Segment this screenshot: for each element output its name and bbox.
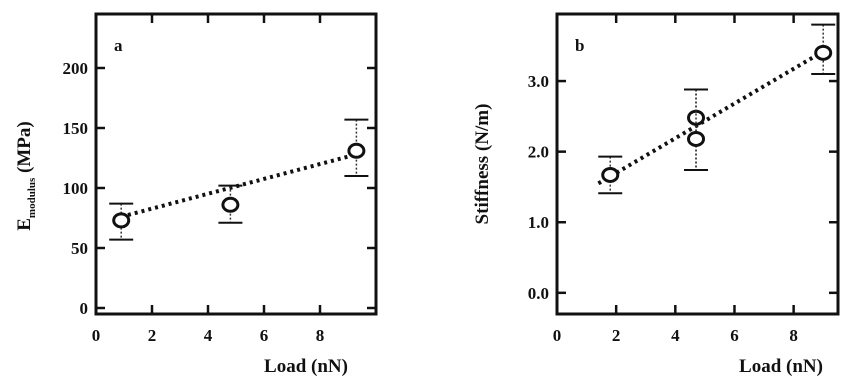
y-axis-title-main: E (14, 218, 35, 231)
data-point (112, 212, 131, 229)
data-point (347, 142, 366, 159)
x-tick-label: 8 (316, 326, 325, 345)
y-tick-label: 50 (71, 239, 88, 258)
panel-letter: a (114, 36, 123, 55)
y-tick-label: 100 (63, 179, 89, 198)
y-axis-title-unit: (MPa) (14, 121, 35, 177)
plot-frame (555, 12, 840, 316)
y-tick-label: 0 (80, 299, 89, 318)
y-tick-label: 3.0 (528, 72, 549, 91)
y-tick-label: 200 (63, 59, 89, 78)
x-tick-label: 8 (789, 326, 798, 345)
y-axis-title-main: Stiffness (472, 156, 493, 225)
y-tick-label: 150 (63, 119, 89, 138)
data-point (814, 44, 833, 61)
panel-b: 0.0 1.0 2.0 3.0 0 2 4 6 8 b Load (nN) Stiffness (N/… (472, 12, 840, 377)
y-axis-title-sub: modulus (26, 177, 38, 218)
data-point (601, 166, 620, 183)
y-axis-title-unit: (N/m) (472, 104, 493, 156)
x-tick-label: 6 (730, 326, 739, 345)
y-axis-title: Emodulus (MPa) (14, 121, 38, 231)
x-tick-label: 6 (260, 326, 269, 345)
x-tick-label: 4 (204, 326, 213, 345)
trendline (597, 49, 825, 186)
x-axis-title: Load (nN) (739, 356, 823, 377)
data-point (221, 196, 240, 213)
x-tick-label: 2 (612, 326, 621, 345)
x-tick-label: 2 (148, 326, 157, 345)
panel-letter: b (575, 36, 584, 55)
x-tick-label: 0 (553, 326, 562, 345)
plot-frame (94, 12, 378, 316)
x-tick-label: 0 (92, 326, 101, 345)
data-point (687, 130, 706, 147)
y-tick-label: 1.0 (528, 213, 549, 232)
panel-a: 0 50 100 150 200 0 2 4 6 8 a Load (nN) Emodulus (MPa… (14, 12, 378, 377)
x-tick-label: 4 (671, 326, 680, 345)
y-tick-label: 0.0 (528, 284, 549, 303)
y-axis-title: Stiffness (N/m) (472, 104, 493, 225)
x-axis-title: Load (nN) (264, 356, 348, 377)
y-tick-label: 2.0 (528, 143, 549, 162)
